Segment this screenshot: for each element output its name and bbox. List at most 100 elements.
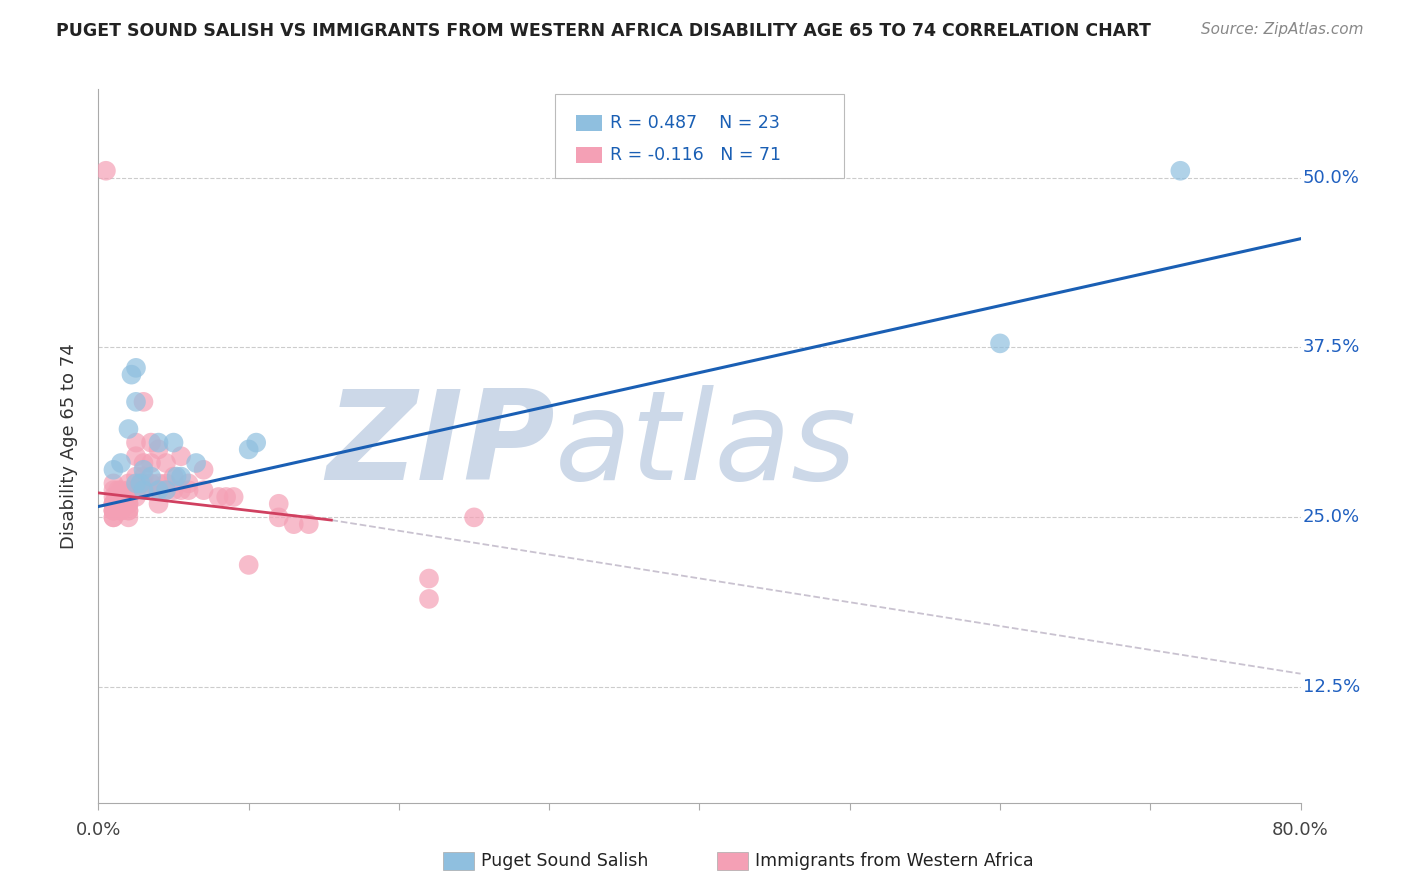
Point <box>117 422 139 436</box>
Point <box>418 591 440 606</box>
Point <box>132 476 155 491</box>
Y-axis label: Disability Age 65 to 74: Disability Age 65 to 74 <box>59 343 77 549</box>
Point <box>139 469 162 483</box>
Point <box>110 456 132 470</box>
Point <box>103 490 125 504</box>
Point <box>103 497 125 511</box>
Point <box>148 483 170 498</box>
Point <box>162 469 184 483</box>
Point <box>103 503 125 517</box>
Point <box>184 456 207 470</box>
Point <box>988 336 1011 351</box>
Point <box>110 497 132 511</box>
Point <box>193 463 215 477</box>
Point <box>238 442 260 457</box>
Point <box>267 510 290 524</box>
Point <box>129 476 152 491</box>
Point <box>125 435 148 450</box>
Point <box>139 456 162 470</box>
Point <box>103 483 125 498</box>
Point <box>103 503 125 517</box>
Point <box>238 558 260 572</box>
Point <box>103 503 125 517</box>
Text: 80.0%: 80.0% <box>1272 821 1329 838</box>
Point <box>170 483 193 498</box>
Point <box>177 476 200 491</box>
Point <box>117 497 139 511</box>
Point <box>139 435 162 450</box>
Point <box>155 456 177 470</box>
Point <box>125 469 148 483</box>
Point <box>117 490 139 504</box>
Point <box>103 463 125 477</box>
Point <box>103 510 125 524</box>
Point <box>132 456 155 470</box>
Point <box>132 463 155 477</box>
Point <box>110 490 132 504</box>
Text: PUGET SOUND SALISH VS IMMIGRANTS FROM WESTERN AFRICA DISABILITY AGE 65 TO 74 COR: PUGET SOUND SALISH VS IMMIGRANTS FROM WE… <box>56 22 1152 40</box>
Point <box>125 490 148 504</box>
Point <box>208 490 231 504</box>
Point <box>117 510 139 524</box>
Point <box>166 469 188 483</box>
Point <box>94 163 117 178</box>
Point <box>148 497 170 511</box>
Point <box>222 490 245 504</box>
Text: R = 0.487    N = 23: R = 0.487 N = 23 <box>610 114 780 132</box>
Text: 37.5%: 37.5% <box>1303 338 1361 357</box>
Point <box>103 510 125 524</box>
Point <box>162 435 184 450</box>
Text: 25.0%: 25.0% <box>1303 508 1360 526</box>
Point <box>110 503 132 517</box>
Text: 0.0%: 0.0% <box>76 821 121 838</box>
Point <box>193 483 215 498</box>
Point <box>148 483 170 498</box>
Point <box>103 497 125 511</box>
Point <box>132 394 155 409</box>
Point <box>170 449 193 463</box>
Point <box>125 483 148 498</box>
Point <box>1170 163 1192 178</box>
Point <box>110 497 132 511</box>
Point <box>110 503 132 517</box>
Point <box>148 476 170 491</box>
Text: Immigrants from Western Africa: Immigrants from Western Africa <box>755 852 1033 870</box>
Point <box>117 497 139 511</box>
Point <box>132 483 155 498</box>
Point <box>117 503 139 517</box>
Point <box>110 490 132 504</box>
Point <box>148 435 170 450</box>
Point <box>110 483 132 498</box>
Point <box>148 442 170 457</box>
Point <box>125 360 148 375</box>
Point <box>125 394 148 409</box>
Point <box>107 483 129 498</box>
Point <box>162 483 184 498</box>
Point <box>117 490 139 504</box>
Point <box>155 476 177 491</box>
Point <box>177 483 200 498</box>
Point <box>121 368 143 382</box>
Point <box>283 517 305 532</box>
Text: Puget Sound Salish: Puget Sound Salish <box>481 852 648 870</box>
Point <box>125 449 148 463</box>
Point <box>155 483 177 498</box>
Text: 50.0%: 50.0% <box>1303 169 1360 186</box>
Point <box>139 476 162 491</box>
Point <box>132 483 155 498</box>
Point <box>103 476 125 491</box>
Text: 12.5%: 12.5% <box>1303 678 1360 697</box>
Point <box>125 476 148 491</box>
Text: ZIP: ZIP <box>326 385 555 507</box>
Point <box>298 517 321 532</box>
Point <box>170 469 193 483</box>
Text: R = -0.116   N = 71: R = -0.116 N = 71 <box>610 146 782 164</box>
Point <box>418 572 440 586</box>
Point <box>463 510 485 524</box>
Point <box>125 483 148 498</box>
Point <box>117 503 139 517</box>
Point <box>103 497 125 511</box>
Point <box>117 490 139 504</box>
Text: atlas: atlas <box>555 385 858 507</box>
Text: Source: ZipAtlas.com: Source: ZipAtlas.com <box>1201 22 1364 37</box>
